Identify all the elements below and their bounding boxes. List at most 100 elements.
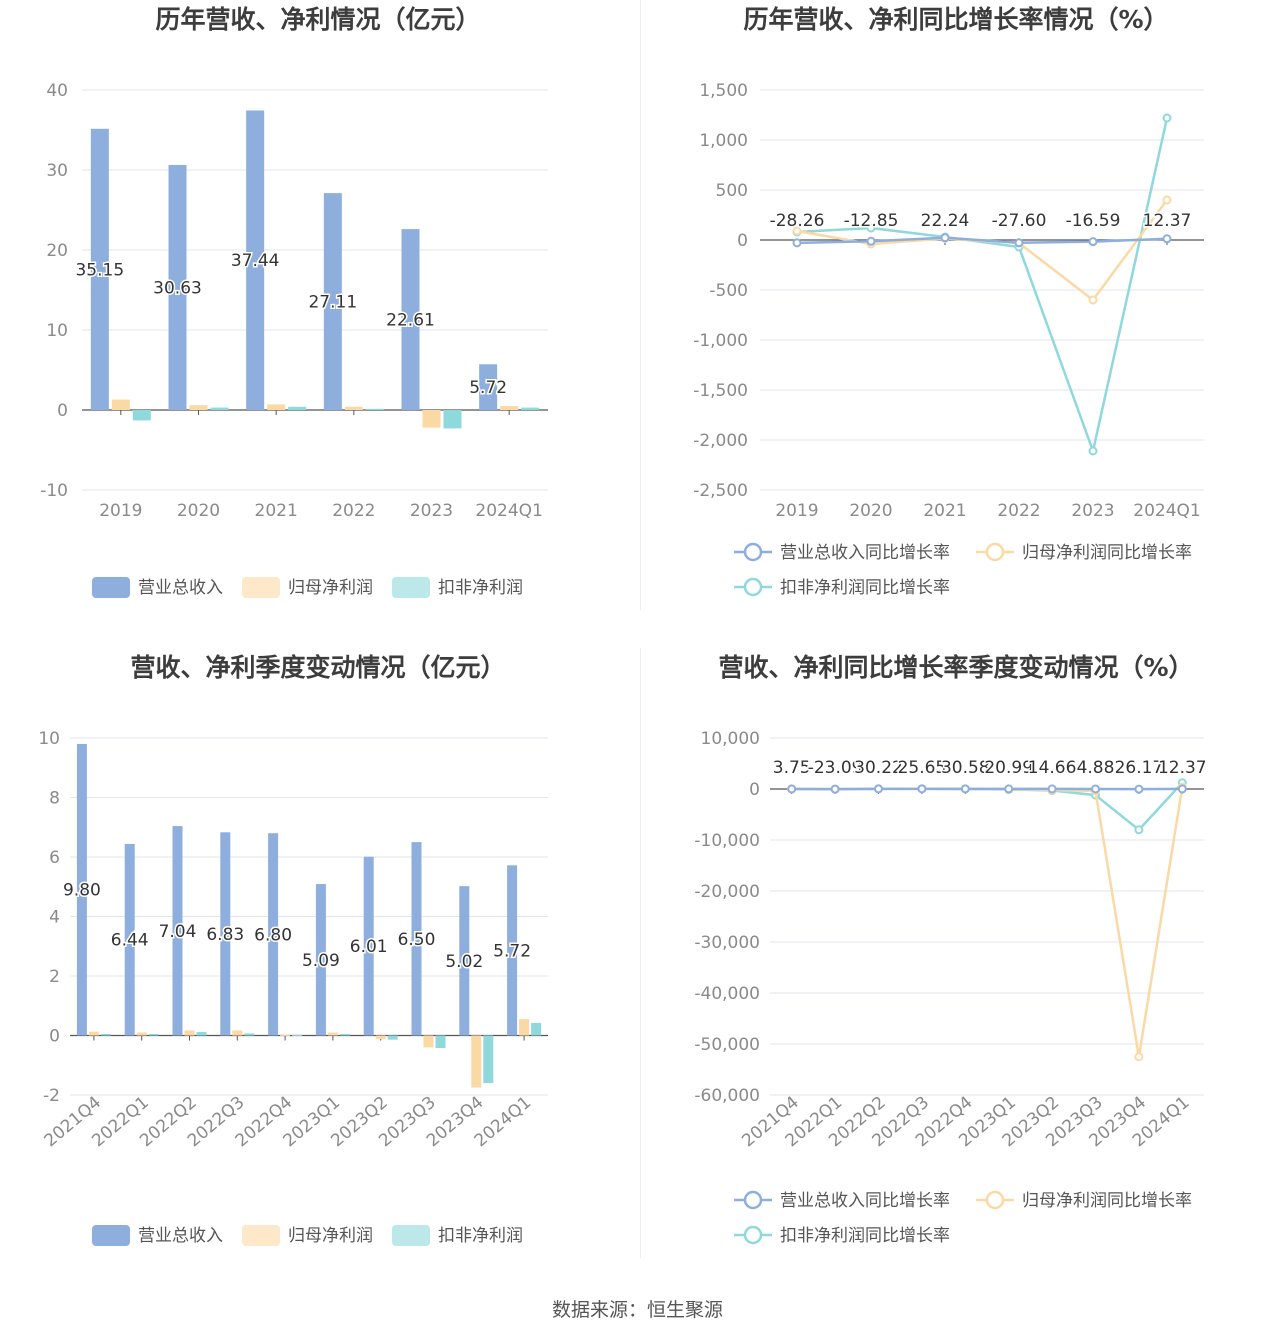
bar-deducted-profit xyxy=(443,410,462,429)
annual-growth-rate-chart: 历年营收、净利同比增长率情况（%） 1,500 1,000 500 0 -500 -1,00… xyxy=(638,0,1275,640)
data-point xyxy=(1004,784,1014,794)
data-label: 12.37 xyxy=(1158,758,1207,778)
data-point xyxy=(1162,234,1172,244)
bar-net-profit xyxy=(519,1019,530,1036)
legend-swatch xyxy=(242,1225,280,1246)
x-tick-label: 2023 xyxy=(410,501,453,521)
legend-swatch xyxy=(92,1225,130,1246)
data-point xyxy=(940,233,950,243)
data-label: 35.15 xyxy=(75,260,124,280)
y-tick-label: -2,000 xyxy=(693,431,748,451)
y-tick-label: -2 xyxy=(43,1086,60,1106)
y-tick-label: 1,000 xyxy=(699,131,748,151)
legend-marker xyxy=(743,1190,763,1210)
y-tick-label: 0 xyxy=(57,401,68,421)
bar-deducted-profit xyxy=(365,408,384,410)
y-tick-label: 40 xyxy=(46,81,68,101)
bar-revenue xyxy=(124,843,135,1036)
line-revenue-growth xyxy=(796,236,1168,245)
bar-revenue xyxy=(90,128,109,411)
bar-revenue xyxy=(323,193,342,410)
x-tick-label: 2022 xyxy=(332,501,375,521)
bar-deducted-profit xyxy=(288,406,307,410)
data-label: -12.85 xyxy=(844,211,899,231)
x-tick-label: 2023 xyxy=(1071,501,1114,521)
data-point xyxy=(1134,1052,1144,1062)
data-point xyxy=(830,784,840,794)
data-point xyxy=(1162,113,1172,123)
data-label: 5.72 xyxy=(469,378,507,398)
data-point xyxy=(1134,825,1144,835)
y-tick-label: 0 xyxy=(749,780,760,800)
data-source-note: 数据来源：恒生聚源 xyxy=(551,1299,723,1321)
y-tick-label: -10 xyxy=(40,481,68,501)
bar-deducted-profit xyxy=(521,407,540,410)
y-tick-label: 1,500 xyxy=(699,81,748,101)
bar-net-profit xyxy=(375,1035,386,1040)
bar-net-profit xyxy=(471,1035,482,1088)
y-tick-label: -2,500 xyxy=(693,481,748,501)
legend-item: 营业总收入同比增长率 xyxy=(734,1190,950,1211)
x-tick-label: 2019 xyxy=(775,501,818,521)
legend-swatch xyxy=(392,1225,430,1246)
data-label: 25.65 xyxy=(898,758,947,778)
data-label: -23.09 xyxy=(808,758,863,778)
data-label: 6.83 xyxy=(206,925,244,945)
y-tick-label: 2 xyxy=(49,967,60,987)
legend-label: 营业总收入同比增长率 xyxy=(780,1191,950,1211)
legend-item: 营业总收入 xyxy=(92,1225,223,1246)
legend-label: 扣非净利润同比增长率 xyxy=(780,1226,950,1246)
bar-net-profit xyxy=(184,1030,195,1036)
legend-marker xyxy=(743,1225,763,1245)
divider-top xyxy=(640,0,641,610)
y-tick-label: -30,000 xyxy=(694,933,760,953)
y-tick-label: -60,000 xyxy=(694,1086,760,1106)
x-tick-label: 2019 xyxy=(99,501,142,521)
bar-deducted-profit xyxy=(132,410,151,421)
bar-net-profit xyxy=(422,410,441,428)
legend-label: 扣非净利润 xyxy=(438,578,523,598)
bar-deducted-profit xyxy=(244,1033,255,1036)
y-tick-label: -1,000 xyxy=(693,331,748,351)
legend-label: 归母净利润 xyxy=(288,578,373,598)
bar-revenue xyxy=(220,832,231,1036)
data-label: 37.44 xyxy=(231,251,280,271)
quarterly-growth-rate-chart: 营收、净利同比增长率季度变动情况（%） 10,000 0 -10,000 -20,000… xyxy=(638,648,1275,1288)
bar-net-profit xyxy=(232,1030,243,1036)
legend-marker xyxy=(985,1190,1005,1210)
data-point xyxy=(1177,784,1187,794)
chart-title: 历年营收、净利同比增长率情况（%） xyxy=(743,5,1168,34)
bar-deducted-profit xyxy=(339,1034,350,1036)
line-deducted-profit-growth xyxy=(796,117,1169,456)
bar-revenue xyxy=(479,364,498,410)
chart-svg: 营收、净利季度变动情况（亿元）1086420-22021Q42022Q12022… xyxy=(38,653,548,1246)
data-label: 14.66 xyxy=(1028,758,1077,778)
data-point xyxy=(1088,295,1098,305)
y-tick-label: -500 xyxy=(709,281,748,301)
data-label: 4.88 xyxy=(1077,758,1115,778)
data-point xyxy=(1091,784,1100,794)
bar-deducted-profit xyxy=(387,1035,398,1040)
bar-revenue xyxy=(459,886,470,1036)
data-label: 9.80 xyxy=(63,881,101,901)
bar-revenue xyxy=(172,826,183,1036)
bar-net-profit xyxy=(189,405,208,410)
divider-bottom xyxy=(640,648,641,1258)
bar-net-profit xyxy=(423,1035,434,1048)
legend-label: 扣非净利润同比增长率 xyxy=(780,578,950,598)
legend-label: 营业总收入 xyxy=(138,1226,223,1246)
bar-revenue xyxy=(246,110,265,410)
y-tick-label: 10 xyxy=(38,729,60,749)
data-label: 3.75 xyxy=(773,758,811,778)
bar-revenue xyxy=(76,743,87,1036)
legend-item: 归母净利润 xyxy=(242,577,373,598)
legend-label: 归母净利润同比增长率 xyxy=(1022,1191,1192,1211)
bar-net-profit xyxy=(267,404,286,410)
bar-revenue xyxy=(168,164,187,410)
y-tick-label: -10,000 xyxy=(694,831,760,851)
bar-deducted-profit xyxy=(292,1034,303,1036)
bar-net-profit xyxy=(327,1032,338,1036)
bar-net-profit xyxy=(111,399,130,410)
data-point xyxy=(1088,237,1098,247)
chart-svg: 历年营收、净利情况（亿元） 40 30 20 10 0 -10 2019 2020 2021 202… xyxy=(40,5,548,598)
